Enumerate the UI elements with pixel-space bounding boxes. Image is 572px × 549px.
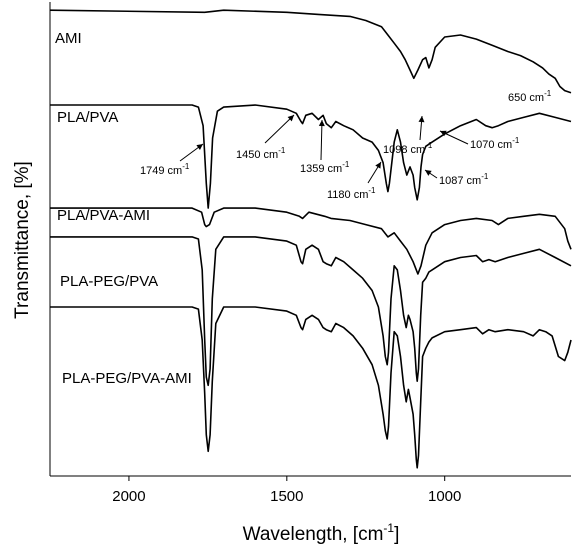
annotation-1749-cmpeak: 1749 cm-1 [140, 162, 190, 177]
series-label-pla-peg-pva-ami: PLA-PEG/PVA-AMI [62, 370, 192, 387]
x-axis-title-main: Wavelength, [cm [243, 524, 384, 545]
y-axis-title: Transmittance, [%] [12, 161, 33, 319]
x-tick-label-1500: 1500 [270, 488, 303, 505]
plot-frame [49, 2, 571, 477]
series-label-pla-peg-pva: PLA-PEG/PVA [60, 273, 158, 290]
series-label-ami: AMI [55, 30, 82, 47]
series-line-ami [49, 9, 572, 94]
x-tick-label-2000: 2000 [112, 488, 145, 505]
series-line-pla-pva-ami [50, 207, 572, 275]
annotation-arrow-head [418, 116, 425, 123]
series-labels: AMI PLA/PVA PLA/PVA-AMI PLA-PEG/PVA PLA-PEG/… [55, 30, 192, 387]
series-label-pla-pva-ami: PLA/PVA-AMI [57, 207, 150, 224]
annotation-sup: -1 [368, 186, 376, 195]
annotation-text: 1450 cm [236, 149, 278, 161]
x-tick-label-1000: 1000 [428, 488, 461, 505]
annotation-arrow-head [440, 130, 447, 137]
annotation-arrow-head [287, 115, 294, 122]
annotation-text: 1070 cm [470, 139, 512, 151]
annotation-650-cmpeak: 650 cm-1 [508, 89, 552, 104]
annotation-sup: -1 [512, 136, 520, 145]
x-axis-title: Wavelength, [cm-1] [243, 521, 400, 545]
series-line-pla-peg-pva [50, 236, 572, 387]
annotation-sup: -1 [342, 160, 350, 169]
annotation-sup: -1 [481, 172, 489, 181]
annotation-1450-cmpeak: 1450 cm-1 [236, 146, 286, 161]
annotation-sup: -1 [182, 162, 190, 171]
annotation-sup: -1 [425, 141, 433, 150]
x-axis-title-end: ] [394, 524, 399, 545]
annotation-1070-cmpeak: 1070 cm-1 [470, 136, 520, 151]
annotation-text: 1098 cm [383, 144, 425, 156]
annotation-1087-cmpeak: 1087 cm-1 [439, 172, 489, 187]
annotation-1359-cmpeak: 1359 cm-1 [300, 160, 350, 175]
annotation-sup: -1 [278, 146, 286, 155]
annotation-arrow-line [264, 114, 295, 144]
x-axis-title-sup: -1 [383, 521, 394, 535]
annotation-arrow-head [196, 144, 203, 150]
annotation-arrow-head [375, 162, 381, 169]
x-ticks: 2000 1500 1000 [112, 476, 461, 505]
annotation-text: 1749 cm [140, 165, 182, 177]
annotation-text: 1359 cm [300, 163, 342, 175]
annotation-text: 1180 cm [327, 189, 368, 201]
annotation-arrow-head [318, 120, 325, 127]
annotation-arrow-head [425, 170, 432, 176]
annotation-1098-cmpeak: 1098 cm-1 [383, 141, 433, 156]
annotation-1180-cmpeak: 1180 cm-1 [327, 186, 376, 201]
annotation-text: 650 cm [508, 92, 544, 104]
annotation-sup: -1 [544, 89, 552, 98]
series-label-pla-pva: PLA/PVA [57, 109, 118, 126]
series-line-pla-pva [50, 104, 572, 209]
series-lines [49, 9, 572, 469]
series-line-pla-peg-pva-ami [50, 306, 572, 469]
annotation-arrow-line [320, 119, 323, 161]
annotation-text: 1087 cm [439, 175, 481, 187]
